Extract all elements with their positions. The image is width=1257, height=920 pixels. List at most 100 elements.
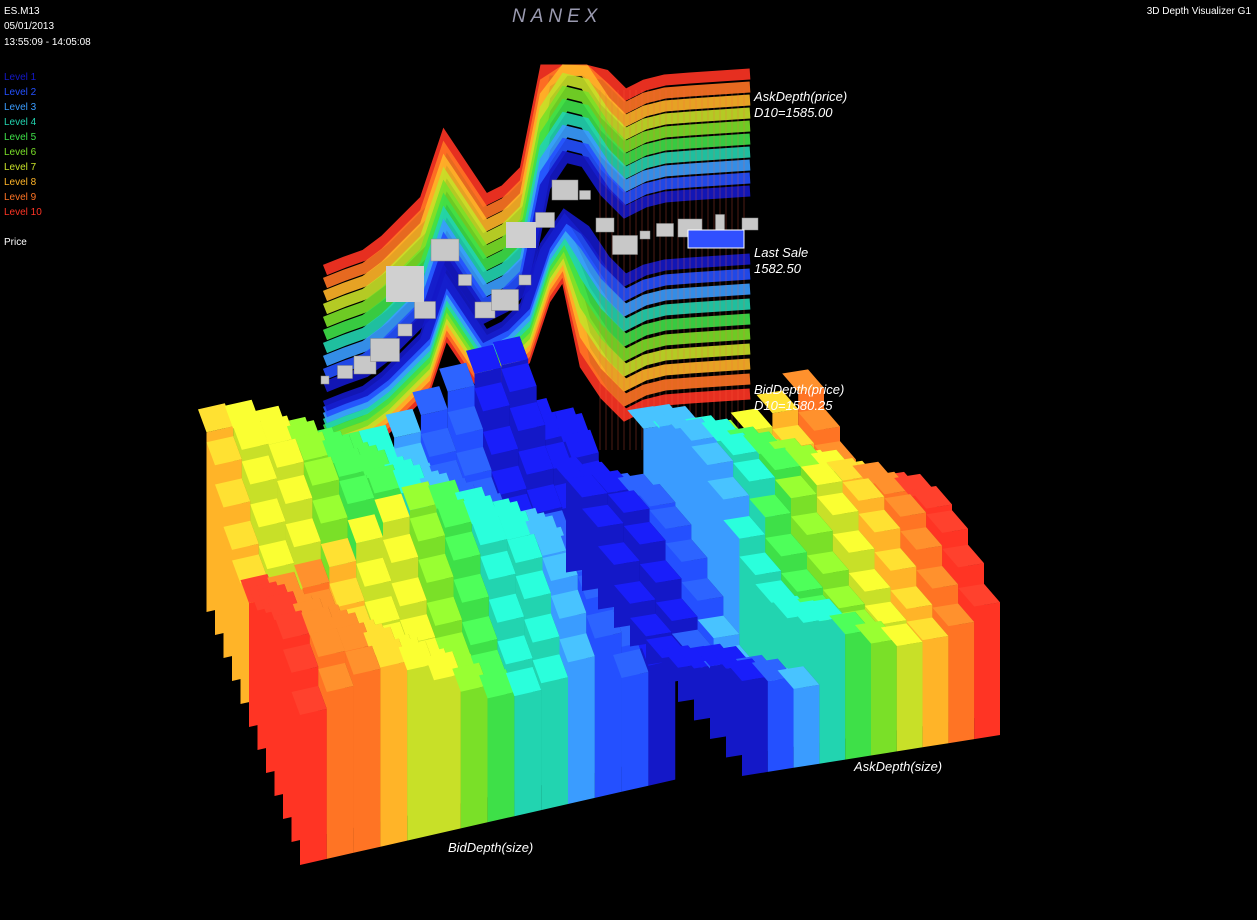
trade-block xyxy=(595,217,615,233)
bar-front xyxy=(300,708,327,865)
trade-blocks xyxy=(320,179,759,385)
trade-block xyxy=(656,223,674,237)
legend-entry: Level 9 xyxy=(4,192,37,203)
trade-block xyxy=(506,222,536,248)
legend-entry: Level 4 xyxy=(4,117,37,128)
bar-front xyxy=(767,677,794,772)
bar-top xyxy=(900,527,943,550)
bar-top xyxy=(463,495,499,525)
bar-front xyxy=(742,676,768,776)
bar-top xyxy=(483,425,519,455)
bar-top xyxy=(823,585,865,609)
bar-top xyxy=(563,429,599,459)
bar-top xyxy=(858,509,901,533)
bar-top xyxy=(453,573,489,603)
bar-top xyxy=(491,465,527,495)
bar-top xyxy=(855,620,897,644)
last-sale-value: 1582.50 xyxy=(754,261,802,276)
trade-block xyxy=(518,274,532,286)
trade-block xyxy=(458,274,472,286)
trade-block xyxy=(397,323,413,337)
bar-top xyxy=(726,658,768,681)
bar-top xyxy=(364,596,400,626)
bar-top xyxy=(916,566,959,589)
bar-top xyxy=(515,570,551,600)
bar-top xyxy=(474,382,510,412)
bar-front xyxy=(434,674,461,835)
trade-block xyxy=(579,190,591,200)
ask-price-title: AskDepth(price) xyxy=(753,89,847,104)
bar-top xyxy=(436,498,472,528)
bar-front xyxy=(541,677,568,811)
bar-top xyxy=(509,402,546,432)
bar-top xyxy=(309,627,346,657)
bar-front xyxy=(594,632,622,798)
bar-top xyxy=(224,399,261,429)
bar-top xyxy=(452,662,488,692)
bar-top xyxy=(206,436,242,466)
bar-top xyxy=(730,408,773,432)
bar-top xyxy=(471,516,508,546)
ask-price-value: D10=1585.00 xyxy=(754,105,833,120)
bar-top xyxy=(777,666,820,689)
bar-top xyxy=(241,455,278,485)
legend-entry: Level 2 xyxy=(4,87,37,98)
bar-front xyxy=(326,685,354,859)
bar-top xyxy=(958,583,1000,607)
bar-front xyxy=(380,661,408,847)
bar-top xyxy=(291,685,327,715)
bar-front xyxy=(460,685,488,829)
bar-top xyxy=(347,514,383,544)
bar-top xyxy=(524,613,560,643)
last-sale-block xyxy=(687,229,745,249)
bar-front xyxy=(871,639,897,756)
bar-top xyxy=(559,633,595,663)
trade-block xyxy=(612,235,638,255)
bar-top xyxy=(607,490,650,513)
trade-block xyxy=(491,289,519,311)
bar-top xyxy=(884,494,927,517)
time-range: 13:55:09 - 14:05:08 xyxy=(4,37,91,48)
bar-top xyxy=(723,516,766,539)
bar-top xyxy=(890,586,933,609)
bar-top xyxy=(842,478,885,501)
bar-top xyxy=(412,386,448,416)
bar-top xyxy=(532,654,568,684)
bar-top xyxy=(910,486,952,509)
bar-top xyxy=(466,344,502,374)
trade-block xyxy=(337,365,353,379)
bar-top xyxy=(675,418,718,441)
bar-top xyxy=(277,474,313,504)
bar-top xyxy=(409,512,446,542)
bar-top xyxy=(345,645,381,675)
bar-top xyxy=(926,510,968,533)
bar-top xyxy=(456,446,492,476)
bar-top xyxy=(398,641,434,671)
bar-top xyxy=(425,651,461,681)
bar-top xyxy=(781,569,823,592)
bar-top xyxy=(614,581,656,604)
legend-entry: Level 8 xyxy=(4,177,37,188)
bar-front xyxy=(974,602,1000,740)
bar-front xyxy=(353,668,381,853)
bar-front xyxy=(568,656,595,804)
bar-top xyxy=(749,494,791,518)
bar-top xyxy=(330,447,366,477)
bar-top xyxy=(832,530,875,553)
legend-entry: Level 6 xyxy=(4,147,37,158)
bar-top xyxy=(550,456,592,480)
brand: NANEX xyxy=(512,6,603,27)
bar-top xyxy=(582,504,624,528)
bar-top xyxy=(329,577,365,607)
bar-top xyxy=(681,578,724,601)
bar-top xyxy=(765,533,807,557)
bar-front xyxy=(948,622,975,744)
bar-top xyxy=(534,526,570,556)
bar-top xyxy=(283,643,319,673)
trade-block xyxy=(386,266,424,302)
bar-top xyxy=(551,589,587,619)
bar-top xyxy=(479,669,515,699)
bar-top xyxy=(260,415,296,445)
